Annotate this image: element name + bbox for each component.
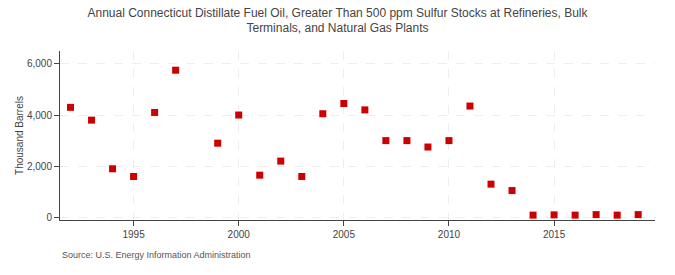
- svg-text:2015: 2015: [543, 229, 566, 240]
- svg-text:Thousand Barrels: Thousand Barrels: [14, 96, 25, 175]
- svg-text:2,000: 2,000: [27, 161, 52, 172]
- svg-text:2005: 2005: [333, 229, 356, 240]
- svg-text:0: 0: [46, 212, 52, 223]
- svg-text:2000: 2000: [228, 229, 251, 240]
- svg-text:Annual Connecticut Distillate: Annual Connecticut Distillate Fuel Oil, …: [87, 6, 588, 36]
- svg-text:4,000: 4,000: [27, 110, 52, 121]
- svg-text:1995: 1995: [122, 229, 145, 240]
- svg-text:6,000: 6,000: [27, 58, 52, 69]
- svg-text:2010: 2010: [438, 229, 461, 240]
- svg-text:Source: U.S. Energy Informatio: Source: U.S. Energy Information Administ…: [62, 250, 251, 260]
